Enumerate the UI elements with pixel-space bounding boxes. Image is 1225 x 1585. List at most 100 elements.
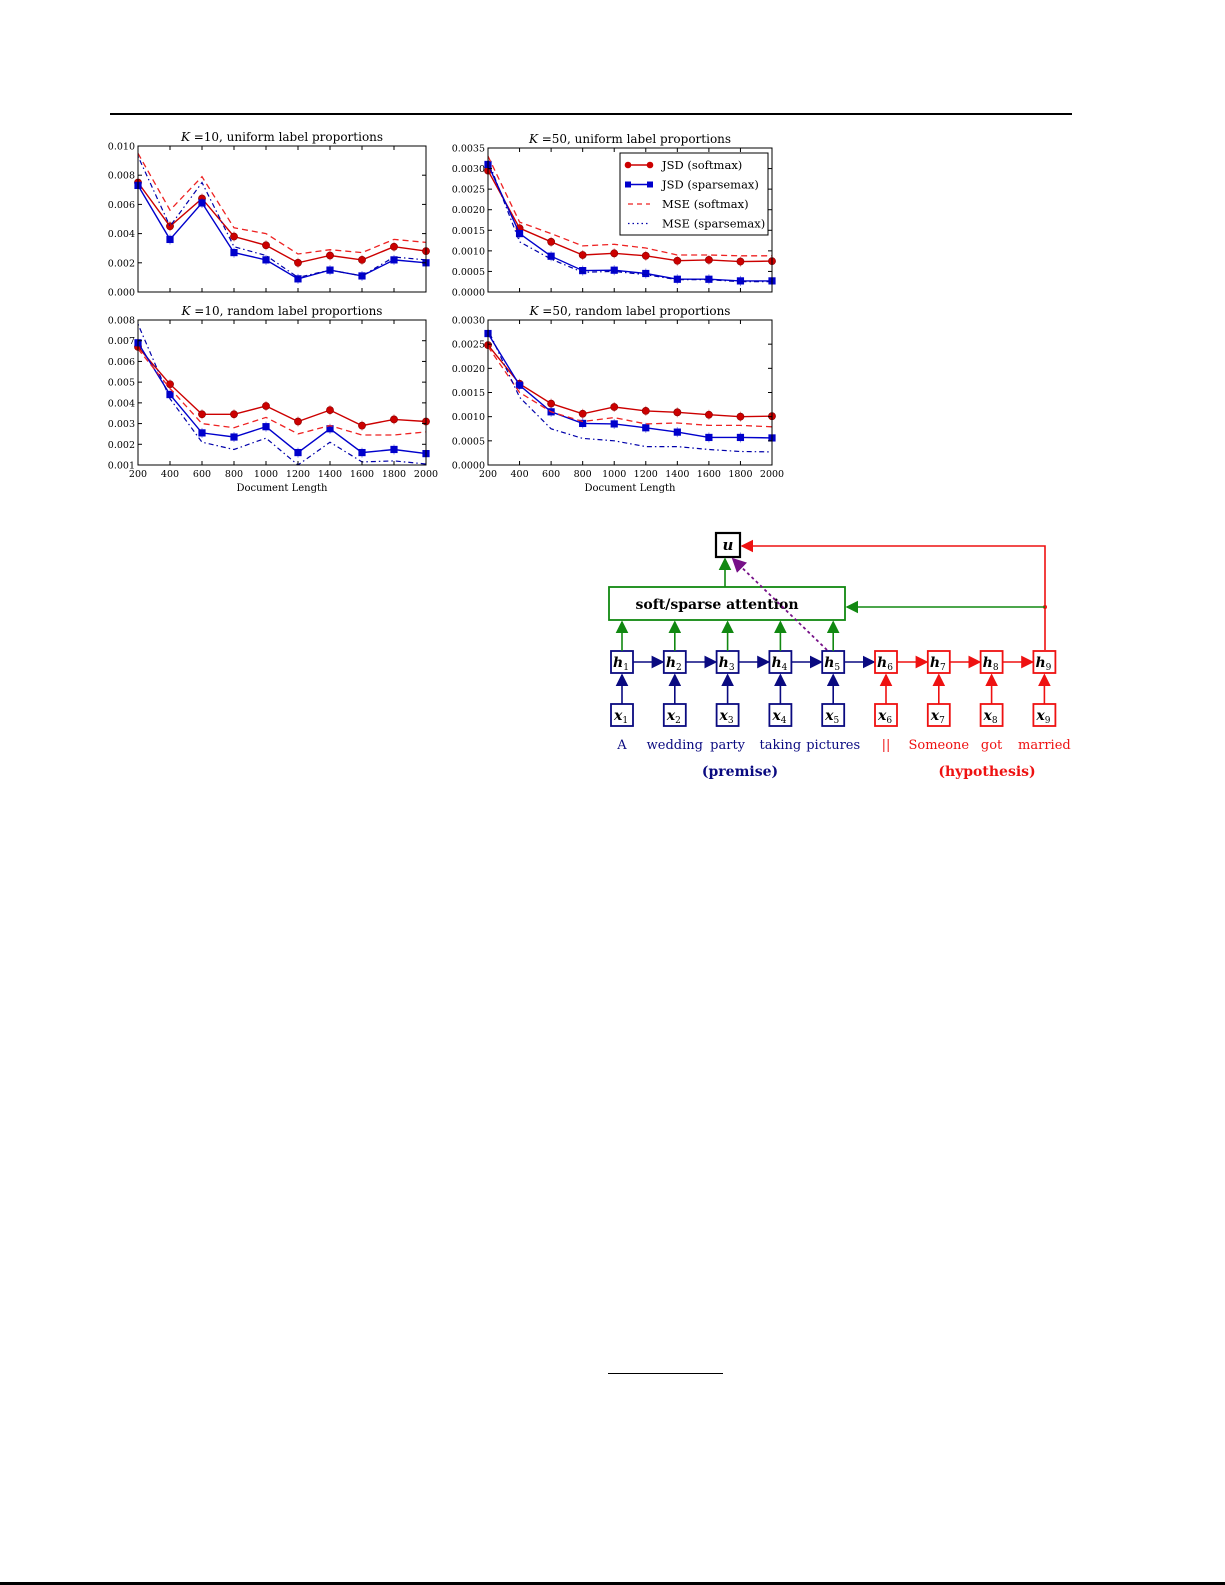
data-point (705, 433, 713, 442)
data-point (358, 448, 366, 457)
attention-box: soft/sparse attention (608, 586, 846, 621)
y-tick-label: 0.006 (108, 357, 135, 368)
input-token-node: x7 (926, 703, 951, 727)
data-point (704, 410, 713, 419)
x-tick-label: 1600 (350, 469, 374, 480)
x-tick-label: 600 (193, 469, 211, 480)
x-tick-label: 1600 (697, 469, 721, 480)
y-tick-label: 0.008 (108, 171, 135, 182)
x-tick-label: 800 (225, 469, 243, 480)
x-tick-label: 2000 (414, 469, 438, 480)
y-tick-label: 0.000 (108, 288, 135, 299)
series-line (487, 155, 772, 257)
y-tick-label: 0.0015 (452, 226, 485, 237)
series-line (137, 182, 427, 264)
token-word: got (981, 738, 1003, 753)
hidden-state-node: h8 (979, 650, 1004, 674)
data-point (230, 433, 238, 441)
x-tick-label: 1200 (634, 469, 658, 480)
plot-frame (487, 147, 773, 293)
series-line (487, 160, 772, 283)
token-word: A (616, 738, 627, 753)
chart-title: K =50, uniform label proportions (528, 132, 731, 146)
legend-entry-label: JSD (sparsemax) (661, 178, 759, 192)
chart-k50-uniform: K =50, uniform label proportions 0.0000 0.… (440, 125, 785, 300)
series-line (137, 346, 427, 427)
y-tick-label: 0.006 (108, 200, 135, 211)
data-point (294, 275, 302, 283)
data-point (578, 251, 587, 259)
y-tick-label: 0.0000 (452, 461, 485, 472)
data-point (390, 415, 398, 424)
data-point (610, 403, 619, 411)
legend-entry-label: JSD (softmax) (661, 158, 742, 172)
x-axis-label: Document Length (237, 483, 329, 494)
data-point (736, 412, 745, 421)
svg-text:soft/sparse attention: soft/sparse attention (636, 597, 799, 613)
svg-text:h6: h6 (877, 655, 893, 673)
chart-legend (619, 152, 769, 236)
data-point (578, 409, 587, 418)
svg-text:h3: h3 (719, 655, 735, 673)
y-tick-label: 0.001 (108, 461, 135, 472)
y-tick-label: 0.008 (108, 316, 135, 327)
svg-text:x5: x5 (824, 708, 839, 726)
hidden-state-node: h7 (926, 650, 951, 674)
series-line (137, 185, 427, 280)
data-point (673, 256, 682, 265)
x-axis-label: Document Length (585, 483, 677, 494)
data-point (610, 249, 619, 258)
data-point (262, 423, 270, 431)
data-point (230, 232, 238, 241)
premise-label: (premise) (702, 764, 778, 780)
y-tick-label: 0.0030 (452, 316, 485, 327)
token-word: married (1018, 738, 1071, 753)
hidden-state-node: h6 (874, 650, 898, 674)
x-tick-label: 200 (129, 469, 147, 480)
legend-entry-label: MSE (sparsemax) (662, 217, 765, 231)
series-line (487, 333, 773, 439)
data-point (358, 272, 366, 280)
input-token-node: x2 (662, 703, 687, 727)
data-point (642, 424, 650, 432)
x-tick-label: 600 (542, 469, 560, 480)
x-tick-label: 1000 (602, 469, 626, 480)
input-token-node: x6 (874, 703, 898, 727)
svg-text:h4: h4 (771, 655, 787, 673)
x-tick-label: 400 (161, 469, 179, 480)
input-token-node: x5 (821, 703, 846, 727)
data-point (610, 266, 618, 274)
token-word: party (710, 738, 746, 753)
data-point (390, 445, 398, 454)
data-point (642, 269, 650, 278)
y-tick-label: 0.0000 (452, 288, 485, 299)
data-point (166, 380, 174, 389)
series-line (137, 152, 427, 255)
svg-text:h5: h5 (824, 655, 840, 673)
x-tick-label: 1000 (254, 469, 278, 480)
svg-text:h8: h8 (983, 655, 999, 673)
x-tick-label: 1800 (728, 469, 752, 480)
chart-title: K =10, random label proportions (181, 304, 383, 318)
svg-text:h9: h9 (1035, 655, 1051, 673)
hypothesis-to-u-arrow (740, 539, 1046, 650)
data-point (230, 410, 238, 419)
data-point (166, 235, 174, 244)
data-point (358, 421, 366, 430)
header-rule (110, 113, 1072, 115)
series-line (487, 329, 773, 453)
data-point (294, 448, 302, 457)
series-line (137, 348, 427, 436)
svg-text:x1: x1 (613, 708, 628, 726)
svg-text:u: u (723, 536, 734, 554)
svg-text:x2: x2 (666, 708, 681, 726)
data-point (515, 229, 524, 238)
x-tick-label: 1400 (665, 469, 689, 480)
data-point (390, 242, 398, 251)
y-tick-label: 0.0020 (452, 205, 485, 216)
y-tick-label: 0.004 (108, 229, 135, 240)
hidden-state-node: h9 (1032, 650, 1057, 674)
series-line (487, 164, 772, 282)
data-point (547, 399, 556, 408)
